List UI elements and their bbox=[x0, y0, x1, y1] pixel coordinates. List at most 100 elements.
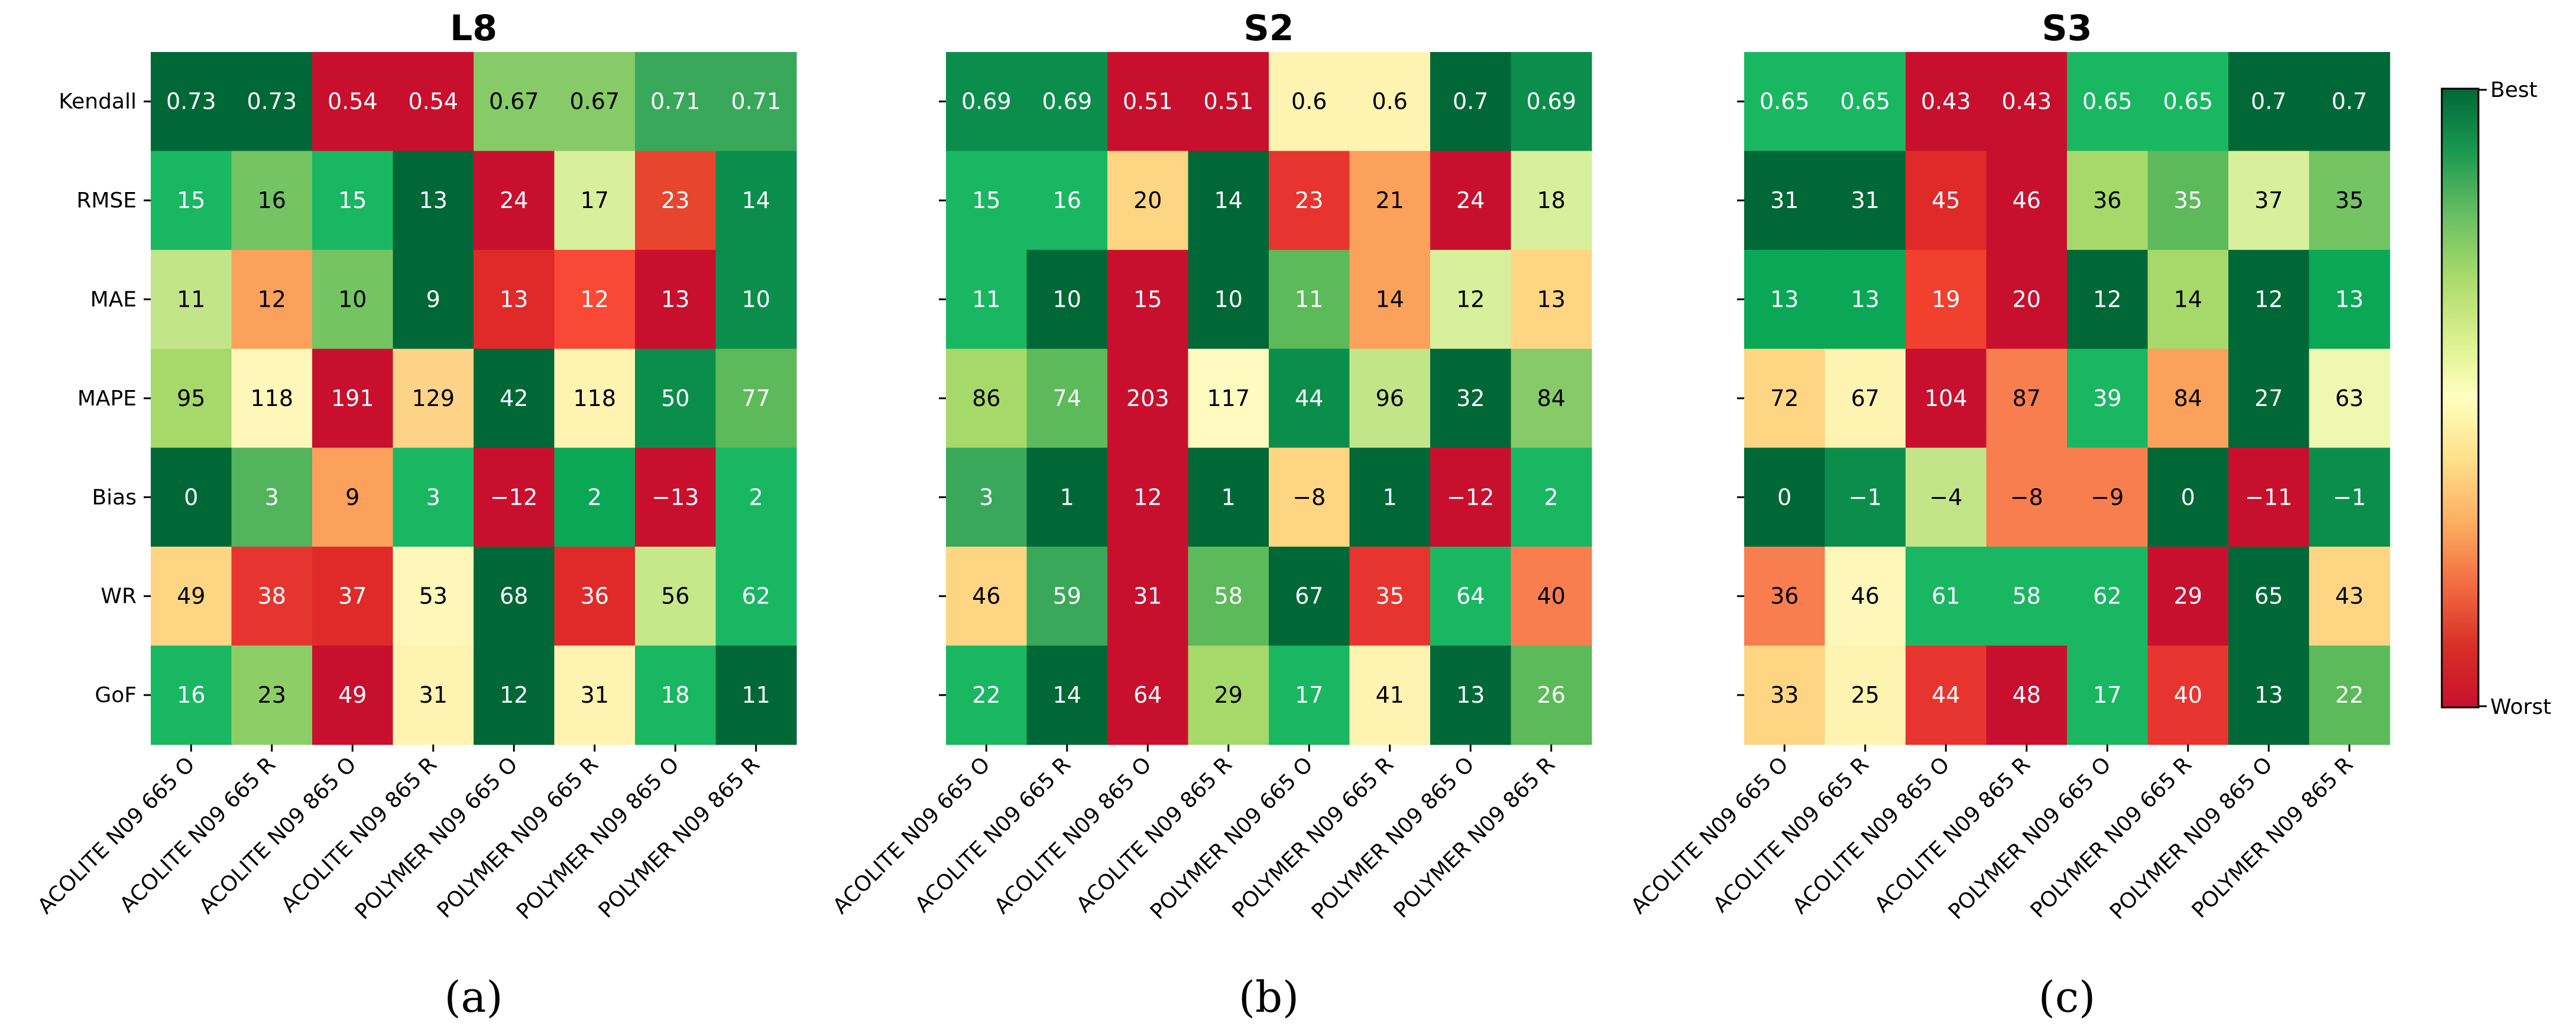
heatmap-cell bbox=[231, 249, 313, 349]
heatmap-cell bbox=[2147, 547, 2229, 646]
heatmap-cell bbox=[393, 645, 474, 745]
cell-value-label: 62 bbox=[2093, 583, 2121, 609]
cell-value-label: 0.69 bbox=[961, 89, 1012, 115]
heatmap-cell bbox=[231, 547, 313, 646]
cell-value-label: 23 bbox=[258, 682, 286, 708]
heatmap-cell bbox=[1906, 349, 1987, 449]
cell-value-label: 17 bbox=[2093, 682, 2121, 708]
heatmap-cell bbox=[2309, 547, 2390, 646]
cell-value-label: −9 bbox=[2091, 484, 2124, 510]
row-label: GoF bbox=[95, 683, 137, 707]
cell-value-label: 15 bbox=[177, 187, 205, 213]
heatmap-cell bbox=[151, 547, 232, 646]
cell-value-label: 203 bbox=[1126, 385, 1169, 411]
cell-value-label: 46 bbox=[2013, 187, 2041, 213]
heatmap-cell bbox=[312, 645, 394, 745]
cell-value-label: 12 bbox=[2254, 287, 2283, 313]
cell-value-label: 0.71 bbox=[731, 89, 781, 115]
heatmap-cell bbox=[1825, 349, 1906, 449]
cell-value-label: 41 bbox=[1376, 682, 1404, 708]
cell-value-label: 11 bbox=[972, 287, 1000, 313]
cell-value-label: 44 bbox=[1295, 385, 1323, 411]
heatmap-cell bbox=[393, 52, 474, 151]
cell-value-label: 31 bbox=[1851, 187, 1880, 213]
cell-value-label: 96 bbox=[1376, 385, 1404, 411]
colorbar-gradient bbox=[2441, 87, 2480, 709]
heatmap-panel-s2: S2 0.69 0.69 0.51 0.51 0.6 0.6 0.7 0.69 15 16 20 14 2… bbox=[828, 8, 1592, 1022]
heatmap-cell bbox=[1986, 645, 2068, 745]
cell-value-label: 14 bbox=[1376, 287, 1404, 313]
heatmap-cell bbox=[946, 52, 1028, 151]
heatmap-cell bbox=[946, 151, 1028, 251]
heatmap-cell bbox=[554, 349, 636, 449]
cell-value-label: −8 bbox=[2010, 484, 2043, 510]
heatmap-cell bbox=[635, 645, 717, 745]
heatmap-cell bbox=[2309, 151, 2390, 251]
heatmap-cell bbox=[1825, 151, 1906, 251]
cell-value-label: 0 bbox=[1777, 484, 1791, 510]
heatmap-cell bbox=[2067, 645, 2149, 745]
cell-value-label: 3 bbox=[979, 484, 993, 510]
heatmap-cell bbox=[1511, 52, 1592, 151]
cell-value-label: 12 bbox=[500, 682, 528, 708]
cell-value-label: 12 bbox=[1133, 484, 1162, 510]
heatmap-cell bbox=[312, 52, 394, 151]
cell-value-label: 0.71 bbox=[650, 89, 701, 115]
heatmap-cell bbox=[1511, 447, 1592, 547]
cell-value-label: 10 bbox=[338, 287, 367, 313]
heatmap-cell bbox=[1269, 52, 1350, 151]
heatmap-cell bbox=[1906, 547, 1987, 646]
heatmap-cell bbox=[2147, 447, 2229, 547]
cell-value-label: −4 bbox=[1929, 484, 1962, 510]
cell-value-label: 22 bbox=[2335, 682, 2364, 708]
cell-value-label: 29 bbox=[2174, 583, 2202, 609]
heatmap-cell bbox=[635, 349, 717, 449]
cell-value-label: 0.67 bbox=[489, 89, 539, 115]
heatmap-cell bbox=[474, 249, 555, 349]
cell-value-label: 12 bbox=[258, 287, 286, 313]
heatmap-cell bbox=[474, 52, 555, 151]
cell-value-label: 46 bbox=[1851, 583, 1880, 609]
column-label: POLYMER N09 865 O bbox=[512, 752, 684, 924]
column-label: ACOLITE N09 865 R bbox=[1072, 752, 1237, 917]
heatmap-cell bbox=[554, 151, 636, 251]
heatmap-cell bbox=[715, 249, 797, 349]
cell-value-label: 59 bbox=[1053, 583, 1081, 609]
cell-value-label: 20 bbox=[1133, 187, 1162, 213]
cell-value-label: 95 bbox=[177, 385, 205, 411]
cell-value-label: 32 bbox=[1456, 385, 1485, 411]
heatmap-cell bbox=[1511, 151, 1592, 251]
cell-value-label: 24 bbox=[1456, 187, 1485, 213]
heatmap-cell bbox=[1430, 645, 1512, 745]
row-label: MAPE bbox=[77, 387, 137, 411]
heatmap-cell bbox=[1430, 151, 1512, 251]
column-label: POLYMER N09 865 R bbox=[2188, 752, 2358, 923]
heatmap-cell bbox=[151, 645, 232, 745]
cell-value-label: 0.65 bbox=[2163, 89, 2213, 115]
column-label: ACOLITE N09 665 O bbox=[1626, 752, 1793, 918]
heatmap-cell bbox=[1188, 151, 1269, 251]
column-label: POLYMER N09 865 R bbox=[594, 752, 764, 923]
heatmap-cell bbox=[2067, 249, 2149, 349]
heatmap-cell bbox=[1026, 349, 1108, 449]
cell-value-label: 12 bbox=[1456, 287, 1485, 313]
heatmap-cell bbox=[554, 645, 636, 745]
heatmap-cell bbox=[312, 349, 394, 449]
cell-value-label: 0 bbox=[184, 484, 198, 510]
cell-value-label: 58 bbox=[1214, 583, 1243, 609]
cell-value-label: 18 bbox=[661, 682, 689, 708]
heatmap-cell bbox=[1744, 249, 1826, 349]
heatmap-cell bbox=[946, 645, 1028, 745]
heatmap-cell bbox=[1986, 52, 2068, 151]
cell-value-label: 37 bbox=[338, 583, 367, 609]
column-label: POLYMER N09 865 R bbox=[1389, 752, 1560, 923]
cell-value-label: −12 bbox=[490, 484, 537, 510]
heatmap-cell bbox=[231, 52, 313, 151]
cell-value-label: 40 bbox=[1537, 583, 1566, 609]
cell-value-label: 43 bbox=[2335, 583, 2364, 609]
cell-value-label: 10 bbox=[1053, 287, 1081, 313]
cell-value-label: 17 bbox=[1295, 682, 1323, 708]
heatmap-cell bbox=[1825, 52, 1906, 151]
cell-value-label: 0.7 bbox=[2332, 89, 2367, 115]
